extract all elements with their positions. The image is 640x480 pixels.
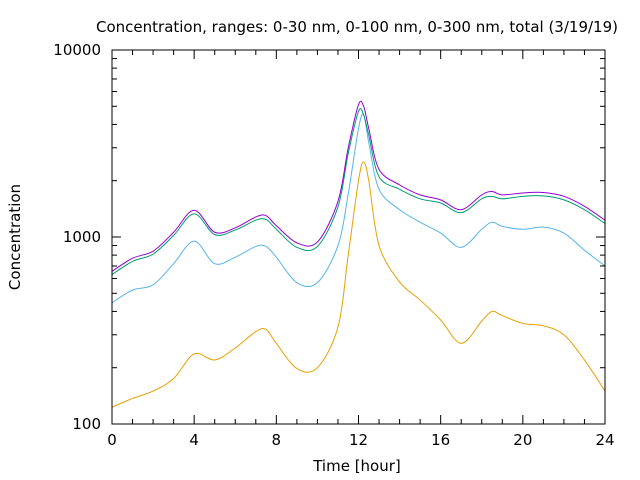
x-tick-label: 0 bbox=[107, 431, 117, 449]
series-line-3 bbox=[111, 108, 606, 275]
series-layer bbox=[111, 100, 606, 408]
x-tick-label: 24 bbox=[595, 431, 614, 449]
y-tick-label: 1000 bbox=[63, 228, 101, 246]
x-tick-label: 12 bbox=[349, 431, 368, 449]
y-axis-label: Concentration bbox=[6, 184, 24, 290]
y-tick-label: 10000 bbox=[53, 41, 101, 59]
x-axis-label: Time [hour] bbox=[312, 457, 401, 475]
x-tick-label: 4 bbox=[189, 431, 199, 449]
y-tick-label: 100 bbox=[72, 415, 101, 433]
series-line-4 bbox=[111, 100, 606, 272]
series-line-2 bbox=[111, 113, 606, 304]
x-tick-label: 16 bbox=[431, 431, 450, 449]
x-tick-label: 20 bbox=[513, 431, 532, 449]
x-tick-label: 8 bbox=[272, 431, 282, 449]
axis-ticks: 0 4 8 12 16 20 24 100 1000 10000 bbox=[53, 41, 614, 449]
series-line-1 bbox=[111, 161, 606, 408]
chart-title: Concentration, ranges: 0-30 nm, 0-100 nm… bbox=[96, 18, 618, 36]
